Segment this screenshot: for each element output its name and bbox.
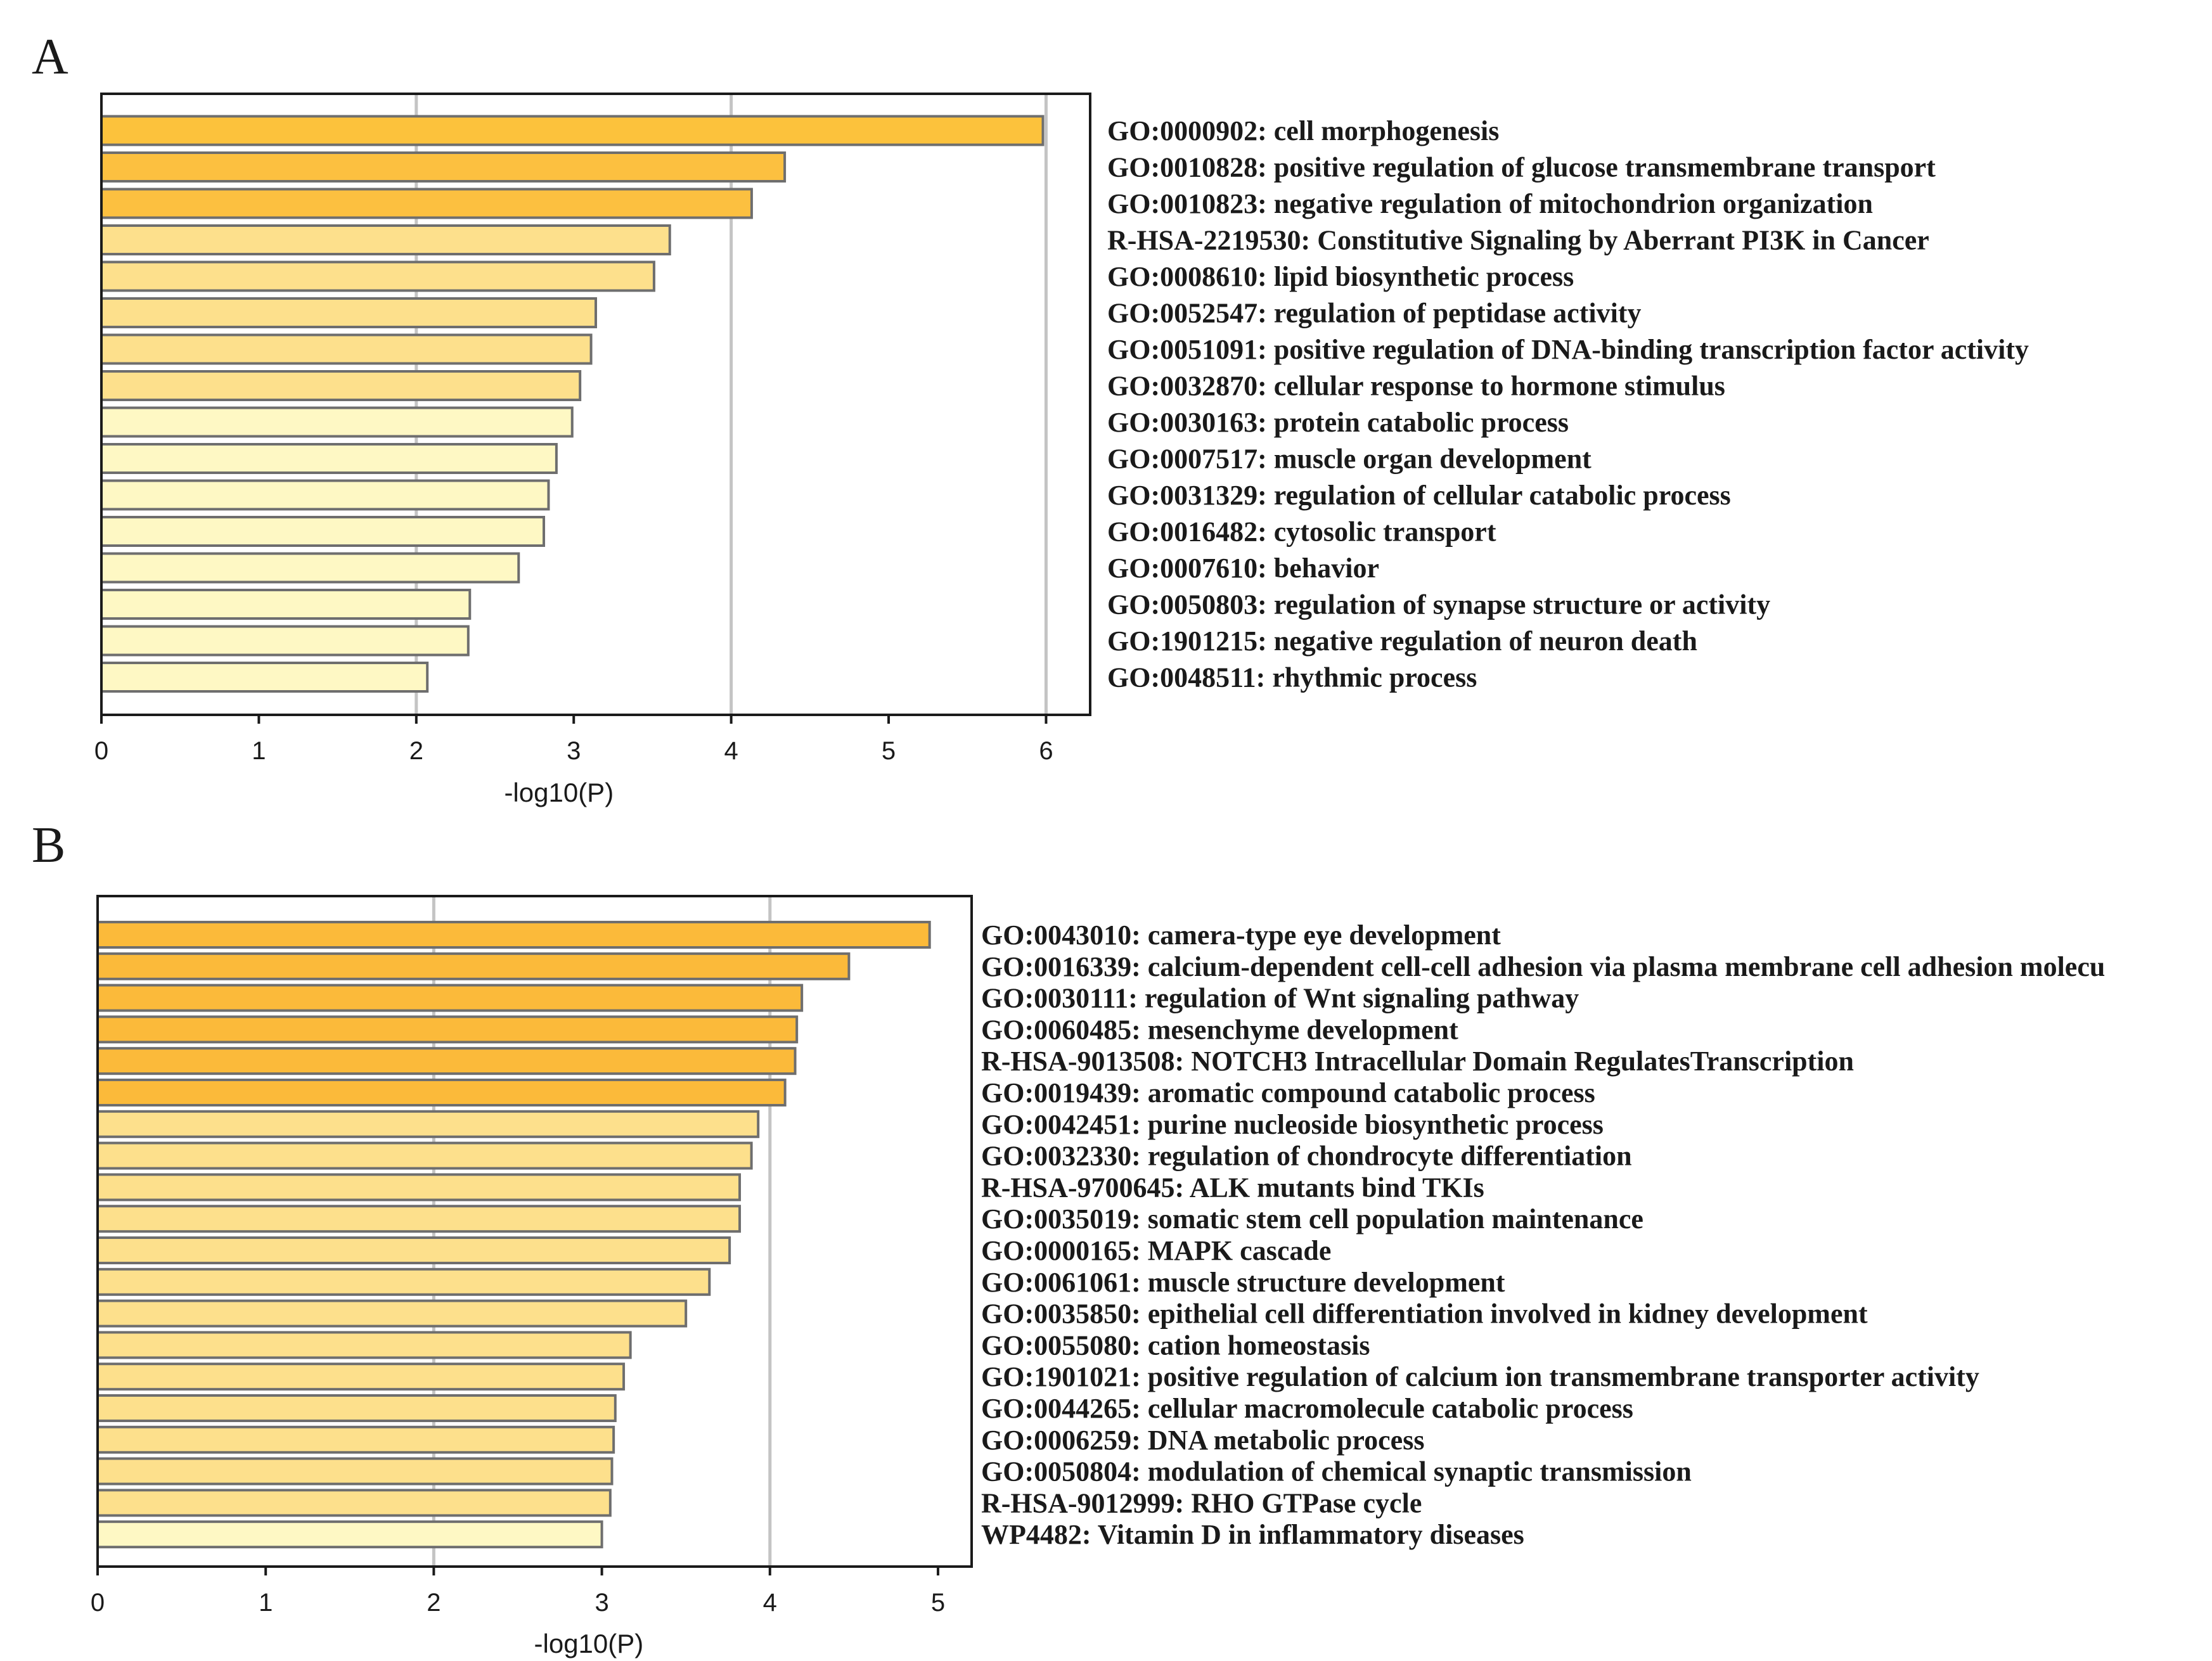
bar xyxy=(96,1267,711,1296)
bar xyxy=(100,443,558,474)
bar xyxy=(100,662,429,693)
term-label: GO:0032870: cellular response to hormone… xyxy=(1107,371,1725,402)
term-label: GO:0019439: aromatic compound catabolic … xyxy=(981,1077,1595,1108)
x-tick-label: 5 xyxy=(882,737,896,765)
x-tick-label: 4 xyxy=(763,1589,777,1617)
term-label: R-HSA-2219530: Constitutive Signaling by… xyxy=(1107,225,1929,256)
term-label: GO:0048511: rhythmic process xyxy=(1107,662,1477,693)
term-label: R-HSA-9700645: ALK mutants bind TKIs xyxy=(981,1172,1484,1203)
term-label: GO:0007610: behavior xyxy=(1107,553,1379,584)
plot-frame xyxy=(96,895,973,1568)
term-label: GO:0030163: protein catabolic process xyxy=(1107,407,1569,438)
plot-frame xyxy=(100,93,1091,716)
bar xyxy=(96,1520,603,1549)
bar xyxy=(100,370,582,401)
term-label: GO:0035019: somatic stem cell population… xyxy=(981,1203,1643,1235)
bar xyxy=(96,1425,615,1454)
bar xyxy=(96,1299,688,1328)
term-label: GO:0031329: regulation of cellular catab… xyxy=(1107,480,1731,511)
term-label: GO:0007517: muscle organ development xyxy=(1107,444,1591,475)
panel-b: B GO:0043010: camera-type eye developmen… xyxy=(32,818,2105,1658)
term-label: GO:0035850: epithelial cell differentiat… xyxy=(981,1299,1868,1330)
bar xyxy=(96,952,851,980)
term-label: GO:0061061: muscle structure development xyxy=(981,1267,1505,1298)
bar xyxy=(96,1079,787,1106)
term-label: GO:0016339: calcium-dependent cell-cell … xyxy=(981,951,2105,982)
x-tick-label: 3 xyxy=(595,1589,608,1617)
bar xyxy=(96,1457,614,1485)
x-tick-label: 1 xyxy=(252,737,266,765)
term-label: GO:0052547: regulation of peptidase acti… xyxy=(1107,298,1641,329)
term-label: GO:0055080: cation homeostasis xyxy=(981,1330,1370,1361)
bar xyxy=(96,1236,731,1264)
bar xyxy=(96,1331,632,1359)
term-label: GO:0032330: regulation of chondrocyte di… xyxy=(981,1141,1632,1172)
bar xyxy=(100,333,593,365)
x-tick-label: 6 xyxy=(1039,737,1053,765)
term-label: R-HSA-9012999: RHO GTPase cycle xyxy=(981,1487,1422,1518)
x-tick-label: 3 xyxy=(567,737,581,765)
bar xyxy=(100,188,753,219)
term-label: GO:0006259: DNA metabolic process xyxy=(981,1425,1424,1456)
term-label: R-HSA-9013508: NOTCH3 Intracellular Doma… xyxy=(981,1046,1854,1077)
term-label: GO:1901021: positive regulation of calci… xyxy=(981,1361,1979,1392)
bar xyxy=(100,625,470,657)
bar xyxy=(96,1047,797,1075)
bar xyxy=(100,479,550,511)
x-tick-label: 2 xyxy=(409,737,423,765)
term-label: GO:0030111: regulation of Wnt signaling … xyxy=(981,983,1579,1014)
bar xyxy=(100,224,671,255)
x-axis-title: -log10(P) xyxy=(504,778,614,807)
x-tick-label: 5 xyxy=(931,1589,945,1617)
bar xyxy=(100,552,520,584)
x-axis-title: -log10(P) xyxy=(534,1629,644,1658)
bar xyxy=(100,115,1045,146)
term-label: GO:1901215: negative regulation of neuro… xyxy=(1107,625,1697,657)
bar xyxy=(100,516,546,547)
term-label: GO:0050803: regulation of synapse struct… xyxy=(1107,589,1770,620)
term-label: GO:0051091: positive regulation of DNA-b… xyxy=(1107,334,2029,365)
x-tick-label: 0 xyxy=(91,1589,105,1617)
x-tick-label: 1 xyxy=(259,1589,273,1617)
bar xyxy=(96,1015,799,1044)
bar xyxy=(100,406,574,438)
term-label: GO:0050804: modulation of chemical synap… xyxy=(981,1456,1692,1487)
x-tick-label: 4 xyxy=(724,737,738,765)
bar xyxy=(96,1205,742,1233)
bar xyxy=(100,151,787,183)
term-label: WP4482: Vitamin D in inflammatory diseas… xyxy=(981,1519,1524,1550)
bar xyxy=(96,1110,760,1138)
panel-a: A GO:0000902: cell morphogenesis GO:00108… xyxy=(32,29,2029,807)
term-label: GO:0044265: cellular macromolecule catab… xyxy=(981,1393,1633,1424)
panel-letter-a: A xyxy=(32,29,68,85)
bar xyxy=(96,921,931,949)
bar xyxy=(100,589,472,620)
term-label: GO:0010828: positive regulation of gluco… xyxy=(1107,152,1936,183)
x-tick-label: 0 xyxy=(94,737,108,765)
term-label: GO:0010823: negative regulation of mitoc… xyxy=(1107,188,1873,219)
bar xyxy=(96,1489,612,1517)
term-label: GO:0042451: purine nucleoside biosynthet… xyxy=(981,1109,1604,1140)
term-label: GO:0000902: cell morphogenesis xyxy=(1107,115,1499,146)
bar xyxy=(96,1363,626,1391)
bar xyxy=(96,1394,617,1422)
term-label: GO:0060485: mesenchyme development xyxy=(981,1014,1458,1045)
bar xyxy=(100,297,597,328)
bar xyxy=(96,1173,742,1202)
bar xyxy=(96,984,804,1012)
term-label: GO:0008610: lipid biosynthetic process xyxy=(1107,261,1574,292)
term-label: GO:0043010: camera-type eye development xyxy=(981,920,1501,951)
x-tick-label: 2 xyxy=(427,1589,440,1617)
term-label: GO:0000165: MAPK cascade xyxy=(981,1235,1331,1266)
term-label: GO:0016482: cytosolic transport xyxy=(1107,516,1496,548)
panel-letter-b: B xyxy=(32,818,65,873)
bar xyxy=(96,1141,753,1170)
bar xyxy=(100,260,655,292)
